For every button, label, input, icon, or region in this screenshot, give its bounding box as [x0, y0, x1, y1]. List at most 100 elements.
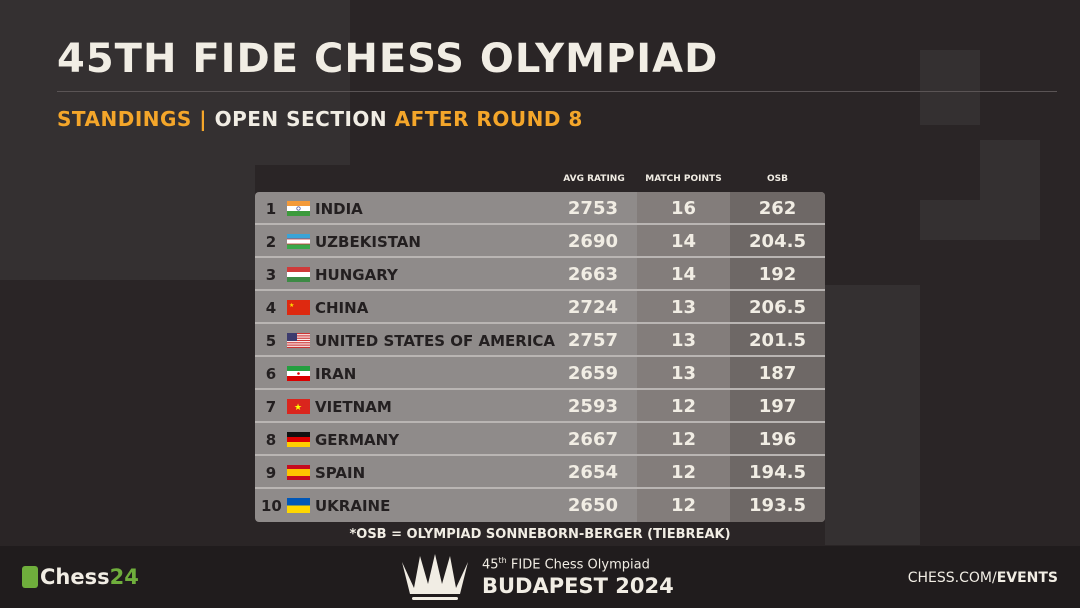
- table-row: 4 ★ CHINA 2724 13 206.5: [255, 291, 825, 324]
- osb-score: 193.5: [749, 495, 806, 516]
- usa-flag-icon: [287, 333, 310, 348]
- event-location: BUDAPEST 2024: [482, 574, 674, 598]
- country-name: VIETNAM: [315, 398, 392, 416]
- event-ordinal: 45: [482, 557, 499, 573]
- country-name: HUNGARY: [315, 266, 398, 284]
- site-path: EVENTS: [996, 570, 1058, 586]
- crown-icon: [402, 554, 468, 600]
- table-row: 6 IRAN 2659 13 187: [255, 357, 825, 390]
- header-avg-rating: AVG RATING: [563, 174, 625, 184]
- page-title: 45TH FIDE CHESS OLYMPIAD: [57, 36, 719, 82]
- avg-rating: 2654: [567, 462, 618, 483]
- osb-score: 192: [758, 264, 797, 285]
- osb-score: 204.5: [749, 231, 806, 252]
- subtitle-standings: STANDINGS |: [57, 107, 208, 131]
- rank: 1: [265, 200, 277, 218]
- rank: 4: [265, 299, 277, 317]
- chesscom-events-link[interactable]: CHESS.COM/EVENTS: [908, 570, 1058, 586]
- brand-number: 24: [109, 565, 139, 589]
- match-points: 12: [670, 462, 697, 483]
- chess24-icon: [22, 566, 38, 588]
- country-name: IRAN: [315, 365, 357, 383]
- avg-rating: 2659: [567, 363, 618, 384]
- osb-score: 201.5: [749, 330, 806, 351]
- brand-text: Chess: [40, 565, 110, 589]
- match-points: 13: [670, 363, 697, 384]
- svg-text:★: ★: [294, 403, 302, 413]
- footer: Chess 24 45th FIDE Chess Olympiad BUDAPES…: [0, 546, 1080, 608]
- osb-score: 197: [758, 396, 797, 417]
- header-match-points: MATCH POINTS: [645, 174, 722, 184]
- country-name: SPAIN: [315, 464, 366, 482]
- country-name: INDIA: [315, 200, 363, 218]
- bg-block: [980, 140, 1040, 240]
- avg-rating: 2663: [567, 264, 618, 285]
- avg-rating: 2724: [567, 297, 618, 318]
- divider: [57, 91, 1057, 92]
- table-row: 1 INDIA 2753 16 262: [255, 192, 825, 225]
- hungary-flag-icon: [287, 267, 310, 282]
- rank: 7: [265, 398, 277, 416]
- standings-table: 1 INDIA 2753 16 262 2 UZBEKISTAN 2690 14 …: [255, 192, 825, 522]
- subtitle-round: AFTER ROUND 8: [394, 107, 583, 131]
- subtitle-section: OPEN SECTION: [214, 107, 388, 131]
- country-name: UNITED STATES OF AMERICA: [315, 332, 556, 350]
- match-points: 13: [670, 330, 697, 351]
- country-name: GERMANY: [315, 431, 400, 449]
- rank: 9: [265, 464, 277, 482]
- avg-rating: 2757: [567, 330, 618, 351]
- osb-score: 187: [758, 363, 797, 384]
- header-osb: OSB: [767, 174, 788, 184]
- rank: 5: [265, 332, 277, 350]
- vietnam-flag-icon: ★: [287, 399, 310, 414]
- table-row: 9 SPAIN 2654 12 194.5: [255, 456, 825, 489]
- bg-block: [0, 0, 350, 165]
- uzbekistan-flag-icon: [287, 234, 310, 249]
- match-points: 12: [670, 429, 697, 450]
- bg-block: [920, 50, 980, 125]
- footnote: *OSB = OLYMPIAD SONNEBORN-BERGER (TIEBRE…: [349, 527, 731, 542]
- india-flag-icon: [287, 201, 310, 216]
- ukraine-flag-icon: [287, 498, 310, 513]
- rank: 2: [265, 233, 277, 251]
- table-row: 7 ★ VIETNAM 2593 12 197: [255, 390, 825, 423]
- germany-flag-icon: [287, 432, 310, 447]
- event-name: 45th FIDE Chess Olympiad: [482, 556, 650, 572]
- match-points-column: [637, 192, 730, 522]
- table-row: 3 HUNGARY 2663 14 192: [255, 258, 825, 291]
- bg-block: [0, 165, 255, 280]
- rank: 10: [261, 497, 282, 515]
- osb-score: 206.5: [749, 297, 806, 318]
- avg-rating: 2690: [567, 231, 618, 252]
- svg-text:★: ★: [289, 302, 294, 309]
- osb-score: 262: [758, 198, 797, 219]
- avg-rating: 2667: [567, 429, 618, 450]
- table-row: 10 UKRAINE 2650 12 193.5: [255, 489, 825, 522]
- match-points: 12: [670, 495, 697, 516]
- event-ordinal-suffix: th: [498, 556, 507, 565]
- bg-block: [920, 200, 980, 240]
- country-name: UKRAINE: [315, 497, 391, 515]
- rank: 6: [265, 365, 277, 383]
- country-name: CHINA: [315, 299, 369, 317]
- chess24-logo[interactable]: Chess 24: [22, 565, 139, 589]
- table-row: 8 GERMANY 2667 12 196: [255, 423, 825, 456]
- site-domain: CHESS.COM/: [907, 570, 997, 586]
- match-points: 14: [670, 264, 697, 285]
- china-flag-icon: ★: [287, 300, 310, 315]
- avg-rating: 2753: [567, 198, 618, 219]
- bg-block: [825, 285, 920, 545]
- iran-flag-icon: [287, 366, 310, 381]
- country-name: UZBEKISTAN: [315, 233, 421, 251]
- avg-rating: 2593: [567, 396, 618, 417]
- match-points: 14: [670, 231, 697, 252]
- subtitle: STANDINGS | OPEN SECTION AFTER ROUND 8: [57, 107, 583, 131]
- osb-score: 196: [758, 429, 797, 450]
- event-title: FIDE Chess Olympiad: [506, 557, 650, 573]
- match-points: 13: [670, 297, 697, 318]
- osb-score: 194.5: [749, 462, 806, 483]
- avg-rating: 2650: [567, 495, 618, 516]
- table-row: 2 UZBEKISTAN 2690 14 204.5: [255, 225, 825, 258]
- spain-flag-icon: [287, 465, 310, 480]
- osb-column: [730, 192, 825, 522]
